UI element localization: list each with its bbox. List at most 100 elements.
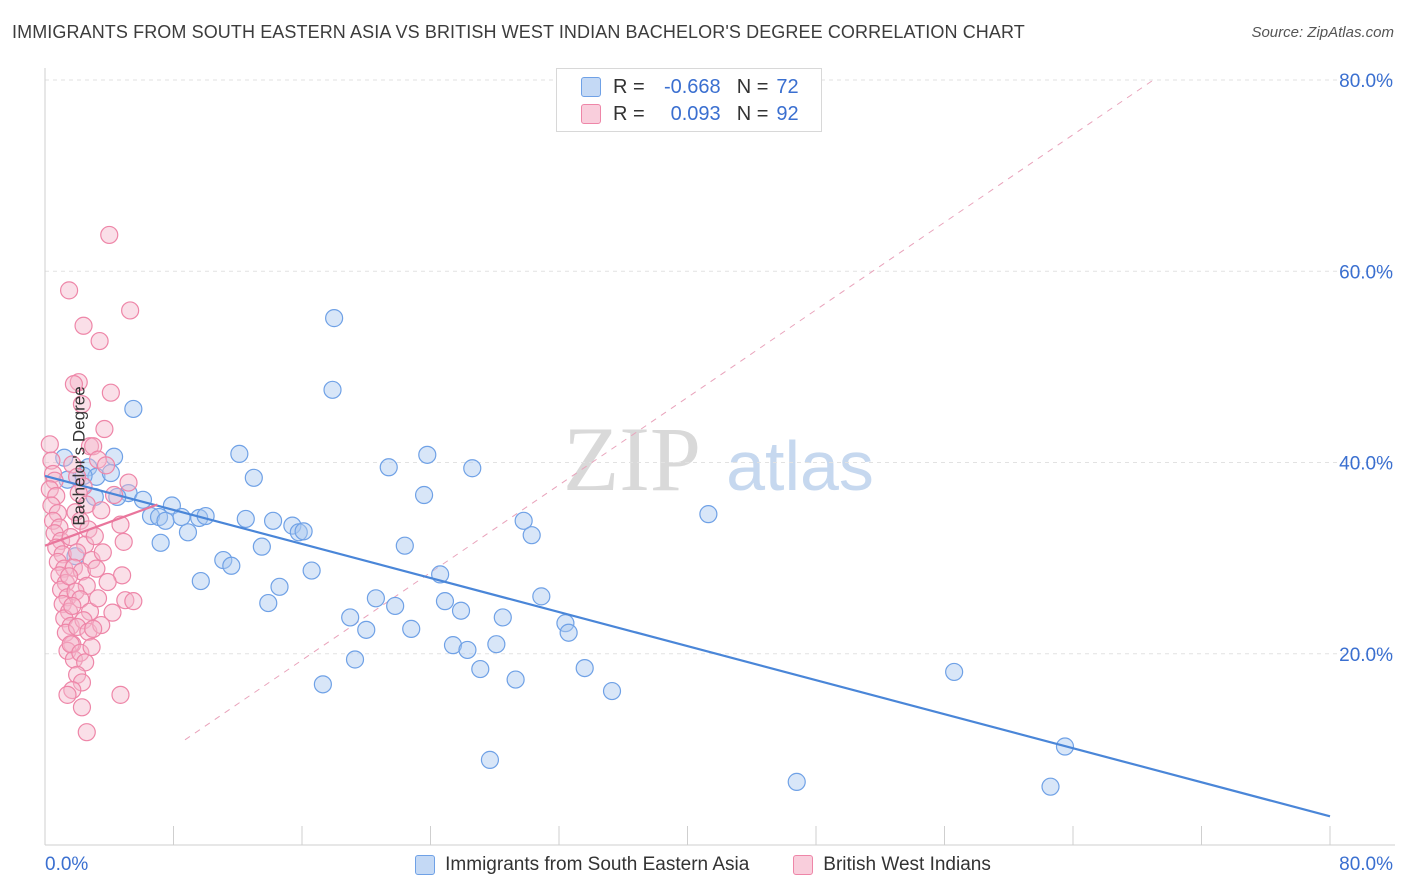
point-british-west-indians xyxy=(63,596,82,616)
point-british-west-indians xyxy=(101,383,120,402)
point-british-west-indians xyxy=(64,374,84,394)
point-immigrants xyxy=(514,511,533,530)
n-value: 92 xyxy=(776,102,799,125)
point-immigrants xyxy=(575,658,594,678)
point-immigrants xyxy=(191,571,210,591)
point-british-west-indians xyxy=(66,503,85,522)
point-immigrants xyxy=(74,466,93,485)
y-tick-label: 20.0% xyxy=(1339,645,1393,666)
point-immigrants xyxy=(414,485,434,505)
point-immigrants xyxy=(395,536,414,555)
r-label: R = xyxy=(613,75,645,98)
point-british-west-indians xyxy=(84,619,103,638)
y-tick-label: 40.0% xyxy=(1339,454,1393,475)
point-british-west-indians xyxy=(98,572,117,592)
point-immigrants xyxy=(559,623,578,642)
point-british-west-indians xyxy=(121,301,140,320)
r-value: 0.093 xyxy=(670,102,721,125)
legend-row-blue: R = -0.668 N = 72 xyxy=(581,74,799,100)
point-british-west-indians xyxy=(111,685,130,704)
point-immigrants xyxy=(471,659,490,679)
legend-item-immigrants: Immigrants from South Eastern Asia xyxy=(415,854,749,876)
y-tick-label: 60.0% xyxy=(1339,262,1393,283)
point-immigrants xyxy=(259,593,278,613)
x-tick-label: 0.0% xyxy=(45,854,88,875)
n-label: N = xyxy=(736,75,769,98)
point-british-west-indians xyxy=(40,435,59,454)
point-british-west-indians xyxy=(96,456,116,475)
point-british-west-indians xyxy=(114,532,133,551)
point-immigrants xyxy=(323,380,342,399)
point-immigrants xyxy=(283,516,302,535)
series-legend: Immigrants from South Eastern Asia Briti… xyxy=(0,850,1406,880)
point-immigrants xyxy=(451,601,471,620)
trend-line-british-west-indians xyxy=(44,503,158,547)
point-british-west-indians xyxy=(124,592,143,611)
point-immigrants xyxy=(493,608,512,627)
point-immigrants xyxy=(124,399,143,419)
trend-line-immigrants xyxy=(44,474,1331,818)
point-immigrants xyxy=(443,636,463,655)
point-british-west-indians xyxy=(59,281,79,300)
point-british-west-indians xyxy=(82,637,101,657)
point-british-west-indians xyxy=(68,617,87,637)
point-immigrants xyxy=(345,650,365,669)
point-british-west-indians xyxy=(100,225,119,245)
legend-swatch-blue xyxy=(581,77,601,97)
point-british-west-indians xyxy=(72,673,92,692)
point-immigrants xyxy=(236,509,255,529)
point-immigrants xyxy=(945,662,964,682)
point-british-west-indians xyxy=(93,543,112,562)
legend-item-british-west-indians: British West Indians xyxy=(793,854,991,876)
point-british-west-indians xyxy=(72,698,92,717)
point-immigrants xyxy=(263,511,283,530)
point-british-west-indians xyxy=(103,603,122,622)
legend-label: Immigrants from South Eastern Asia xyxy=(445,854,750,875)
point-british-west-indians xyxy=(77,723,96,742)
point-immigrants xyxy=(463,459,482,478)
point-immigrants xyxy=(418,445,437,464)
stats-legend: R = -0.668 N = 72 R = 0.093 N = 92 xyxy=(556,68,822,132)
point-immigrants xyxy=(480,750,500,769)
point-immigrants xyxy=(341,608,360,627)
point-british-west-indians xyxy=(90,331,109,351)
point-british-west-indians xyxy=(72,395,92,414)
point-british-west-indians xyxy=(64,650,84,669)
legend-row-pink: R = 0.093 N = 92 xyxy=(581,101,799,127)
watermark-atlas: atlas xyxy=(726,427,874,505)
point-british-west-indians xyxy=(58,685,77,704)
point-immigrants xyxy=(244,468,263,487)
point-immigrants xyxy=(313,675,332,694)
point-immigrants xyxy=(487,635,506,654)
chart-title: IMMIGRANTS FROM SOUTH EASTERN ASIA VS BR… xyxy=(12,22,1025,42)
point-british-west-indians xyxy=(68,543,87,562)
point-immigrants xyxy=(1041,777,1060,796)
point-immigrants xyxy=(787,772,806,791)
point-immigrants xyxy=(379,458,398,477)
point-british-west-indians xyxy=(88,589,108,608)
point-british-west-indians xyxy=(119,473,138,492)
point-british-west-indians xyxy=(71,643,90,662)
point-immigrants xyxy=(230,444,249,463)
point-british-west-indians xyxy=(56,623,75,642)
y-tick-label: 80.0% xyxy=(1339,71,1393,92)
point-british-west-indians xyxy=(84,437,103,456)
x-tick-label: 80.0% xyxy=(1339,854,1393,875)
point-immigrants xyxy=(522,526,541,545)
point-immigrants xyxy=(506,670,525,689)
point-immigrants xyxy=(325,309,344,328)
point-british-west-indians xyxy=(59,567,79,586)
n-label: N = xyxy=(736,102,769,125)
point-immigrants xyxy=(532,587,551,606)
watermark-zip: ZIP xyxy=(563,408,701,510)
reference-line xyxy=(184,79,1154,741)
point-immigrants xyxy=(386,596,405,616)
point-immigrants xyxy=(178,523,198,542)
point-british-west-indians xyxy=(92,501,111,520)
point-british-west-indians xyxy=(87,559,106,578)
point-immigrants xyxy=(302,561,321,580)
legend-swatch-pink xyxy=(793,855,814,875)
source-label: Source: ZipAtlas.com xyxy=(1251,24,1394,41)
point-immigrants xyxy=(294,522,313,541)
r-value: -0.668 xyxy=(663,75,721,98)
